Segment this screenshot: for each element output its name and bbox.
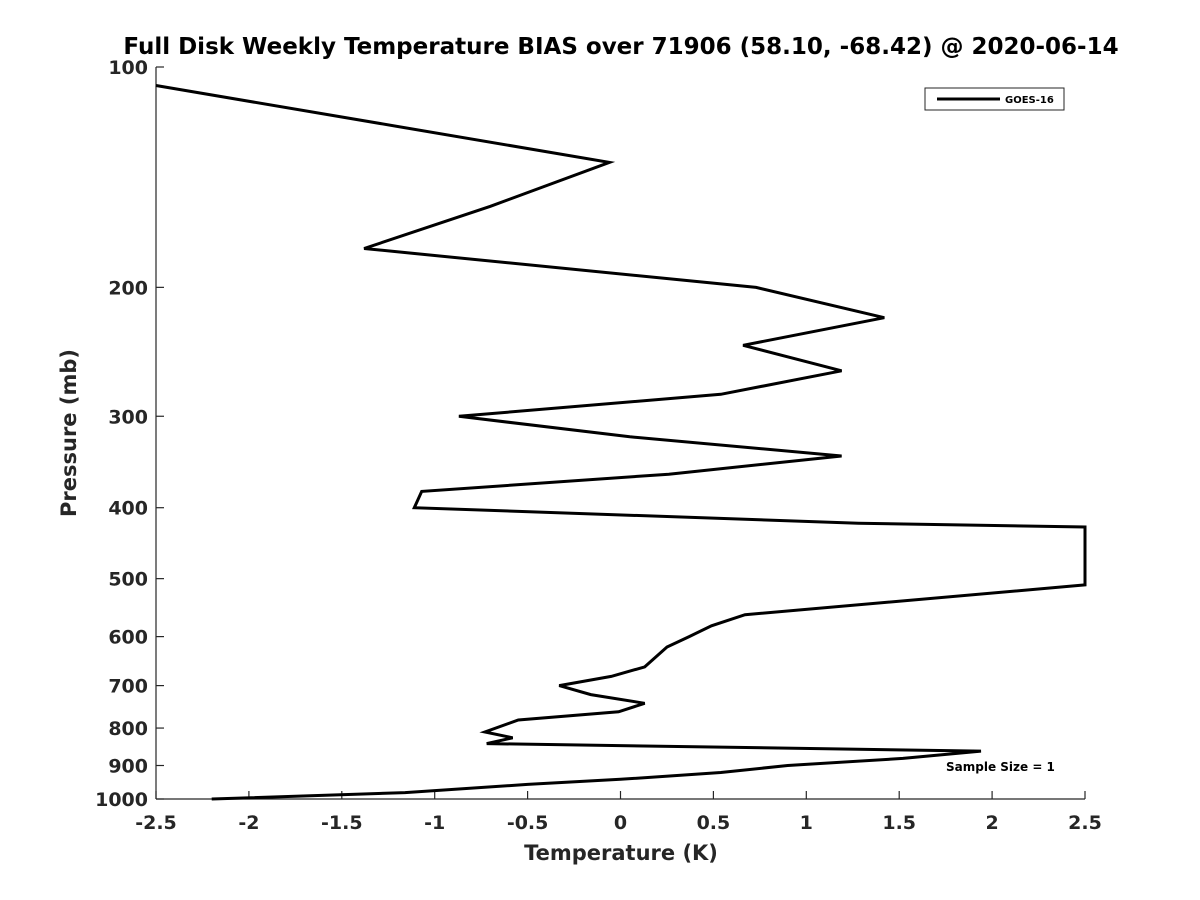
y-tick-label: 800 xyxy=(108,718,148,740)
legend-entry-goes-16: GOES-16 xyxy=(1005,95,1054,106)
y-tick-label: 200 xyxy=(108,277,148,299)
sample-size-annotation: Sample Size = 1 xyxy=(946,760,1055,774)
x-tick-label: 0 xyxy=(614,812,627,834)
x-tick-label: -1.5 xyxy=(321,812,363,834)
chart-title: Full Disk Weekly Temperature BIAS over 7… xyxy=(123,34,1118,60)
x-tick-label: -0.5 xyxy=(507,812,549,834)
x-tick-label: 2 xyxy=(985,812,998,834)
y-tick-label: 1000 xyxy=(95,789,148,811)
y-tick-label: 600 xyxy=(108,627,148,649)
plot-area xyxy=(155,67,1085,800)
x-tick-label: 2.5 xyxy=(1068,812,1102,834)
x-tick-label: -2 xyxy=(238,812,259,834)
x-tick-label: -2.5 xyxy=(135,812,177,834)
y-tick-label: 300 xyxy=(108,406,148,428)
y-axis-ticks: 100 200 300 400 500 600 700 800 900 1000 xyxy=(95,57,164,811)
y-tick-label: 500 xyxy=(108,569,148,591)
y-tick-label: 100 xyxy=(108,57,148,79)
x-tick-label: 0.5 xyxy=(697,812,731,834)
series-layer xyxy=(155,84,1087,801)
x-tick-label: -1 xyxy=(424,812,445,834)
y-axis-label: Pressure (mb) xyxy=(57,349,81,517)
x-axis-label: Temperature (K) xyxy=(524,841,718,865)
x-axis-ticks: -2.5 -2 -1.5 -1 -0.5 0 0.5 1 1.5 2 2.5 xyxy=(135,791,1102,834)
y-tick-label: 700 xyxy=(108,676,148,698)
legend: GOES-16 xyxy=(924,87,1065,111)
x-tick-label: 1.5 xyxy=(882,812,916,834)
x-tick-label: 1 xyxy=(800,812,813,834)
y-tick-label: 400 xyxy=(108,498,148,520)
series-line-goes-16 xyxy=(155,84,1087,801)
y-tick-label: 900 xyxy=(108,756,148,778)
